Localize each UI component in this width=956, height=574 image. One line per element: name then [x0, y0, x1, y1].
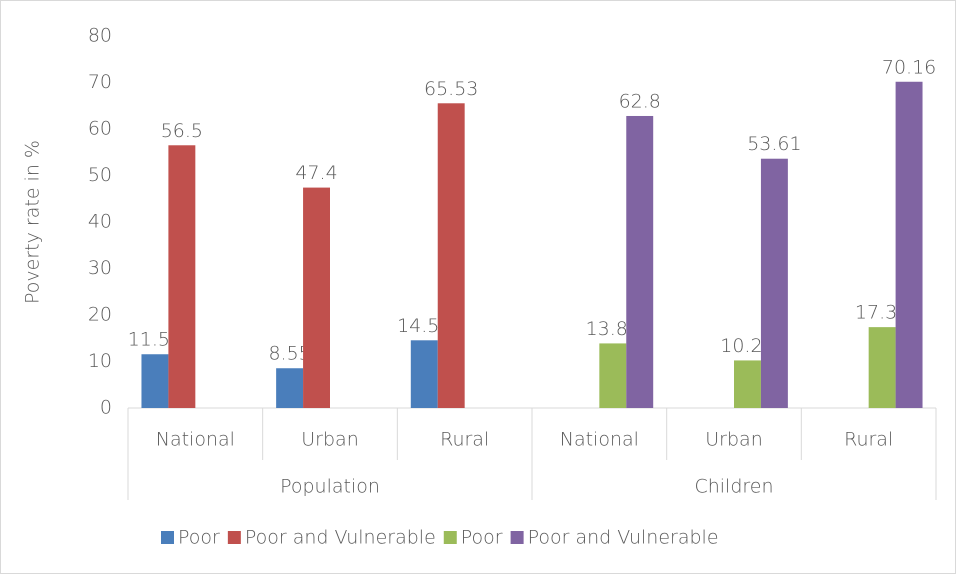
bar — [168, 145, 196, 408]
y-tick-label: 80 — [88, 25, 112, 47]
legend-swatch — [161, 531, 174, 544]
bar — [626, 115, 654, 408]
bar — [760, 158, 788, 408]
x-tick-label: Rural — [844, 429, 893, 451]
x-tick-label: Urban — [301, 429, 358, 451]
y-tick-label: 20 — [88, 304, 112, 326]
y-axis-label: Poverty rate in % — [22, 140, 44, 304]
group-label: Children — [694, 476, 773, 498]
legend-swatch — [443, 531, 457, 544]
y-tick-label: 30 — [88, 257, 112, 279]
data-label: 8.55 — [268, 343, 310, 365]
x-tick-label: National — [560, 429, 639, 451]
bar — [734, 360, 761, 408]
bar — [599, 343, 627, 408]
legend-swatch — [510, 531, 524, 544]
bar — [303, 187, 330, 408]
data-label: 56.5 — [161, 120, 203, 142]
y-tick-label: 10 — [88, 350, 112, 372]
group-label: Population — [280, 476, 380, 498]
bar — [895, 81, 923, 409]
x-tick-label: Urban — [705, 429, 762, 451]
bar — [141, 354, 169, 408]
data-label: 53.61 — [747, 133, 801, 155]
legend-label: Poor and Vulnerable — [528, 527, 719, 549]
legend-label: Poor — [178, 527, 220, 549]
y-tick-label: 0 — [100, 397, 112, 419]
data-label: 47.4 — [295, 162, 337, 184]
bar — [410, 340, 438, 408]
y-tick-label: 70 — [88, 71, 112, 93]
bar — [437, 103, 465, 409]
bar — [276, 368, 304, 408]
bar — [868, 327, 896, 408]
y-tick-label: 60 — [88, 118, 112, 140]
y-tick-label: 40 — [88, 211, 112, 233]
y-tick-label: 50 — [88, 164, 112, 186]
legend-label: Poor and Vulnerable — [245, 527, 436, 549]
data-label: 65.53 — [424, 78, 478, 100]
data-label: 70.16 — [882, 56, 936, 78]
x-tick-label: Rural — [440, 429, 489, 451]
legend-label: Poor — [461, 527, 503, 549]
data-label: 62.8 — [619, 90, 661, 112]
x-tick-label: National — [156, 429, 235, 451]
legend-swatch — [227, 531, 241, 544]
